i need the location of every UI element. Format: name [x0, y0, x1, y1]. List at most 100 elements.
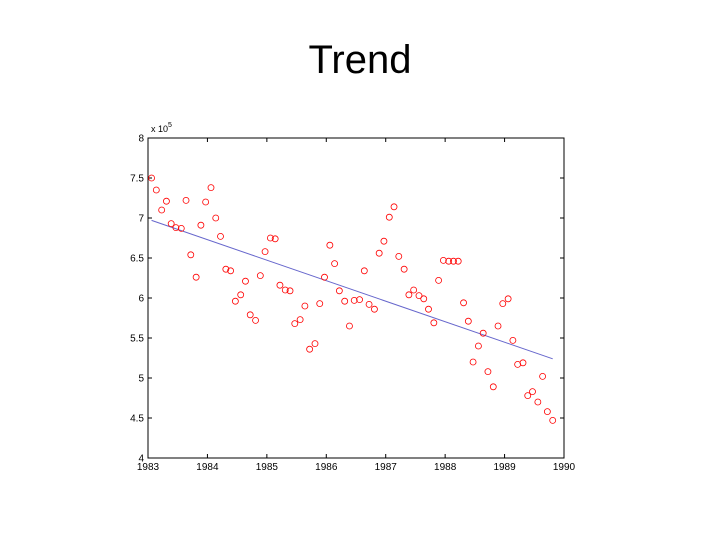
- data-point: [281, 286, 289, 294]
- data-point: [246, 311, 254, 319]
- data-point: [484, 368, 492, 376]
- data-point: [460, 299, 467, 307]
- y-tick-label: 5: [138, 374, 144, 385]
- y-tick-label: 7.5: [130, 174, 144, 185]
- trend-line-series: [151, 219, 553, 360]
- data-point: [177, 224, 185, 232]
- data-point: [475, 342, 482, 350]
- slide-title: Trend: [308, 38, 412, 82]
- data-point: [158, 206, 166, 214]
- data-point: [306, 345, 314, 353]
- data-point: [534, 398, 542, 406]
- data-point: [346, 322, 353, 330]
- y-tick-label: 8: [138, 134, 144, 145]
- data-point: [227, 267, 235, 275]
- data-point: [256, 272, 264, 280]
- data-point: [509, 336, 517, 344]
- data-point: [187, 251, 195, 259]
- y-tick-label: 4.5: [130, 414, 144, 425]
- data-point: [385, 213, 393, 221]
- data-point: [301, 302, 309, 310]
- data-point: [350, 296, 358, 304]
- data-point: [454, 257, 462, 265]
- data-point: [499, 300, 507, 308]
- x-tick-label: 1986: [315, 462, 338, 473]
- data-point: [172, 224, 180, 232]
- x-tick-label: 1990: [553, 462, 576, 473]
- data-point: [415, 292, 423, 300]
- data-point: [375, 249, 383, 257]
- data-point: [445, 257, 453, 265]
- data-point: [192, 273, 200, 281]
- y-tick-label: 4: [138, 454, 144, 465]
- data-point: [380, 237, 388, 245]
- y-tick-label: 6: [138, 294, 144, 305]
- data-point: [494, 322, 502, 330]
- data-point: [395, 252, 403, 260]
- data-point: [163, 197, 170, 205]
- x-tick-label: 1984: [196, 462, 219, 473]
- data-point: [390, 203, 398, 211]
- data-point: [489, 383, 497, 391]
- data-point: [356, 296, 363, 304]
- y-tick-label: 6.5: [130, 254, 144, 265]
- data-point: [335, 287, 343, 295]
- data-point: [276, 281, 284, 289]
- data-point: [271, 235, 279, 243]
- data-point: [435, 276, 443, 284]
- data-point: [311, 340, 319, 348]
- data-point: [529, 388, 536, 396]
- x-axis: 1983 1984 1985 1986 1987 1988 1989 1990: [137, 138, 576, 473]
- y-tick-label: 7: [138, 214, 144, 225]
- y-axis: 4 4.5 5 5.5 6 6.5 7 7.5 8: [130, 134, 564, 465]
- data-point: [167, 220, 175, 228]
- data-point: [202, 198, 210, 206]
- data-point: [261, 248, 269, 256]
- data-point: [360, 267, 368, 275]
- data-point: [296, 316, 304, 324]
- data-point: [519, 359, 527, 367]
- data-point: [549, 416, 557, 424]
- data-point: [231, 297, 239, 305]
- data-point: [365, 300, 373, 308]
- data-point: [331, 260, 339, 268]
- data-point: [371, 305, 378, 313]
- data-point: [217, 232, 224, 240]
- x-tick-label: 1988: [434, 462, 457, 473]
- data-point: [212, 214, 220, 222]
- data-point: [469, 358, 477, 366]
- data-point: [504, 295, 512, 303]
- data-point: [316, 300, 324, 308]
- data-point: [222, 265, 230, 273]
- data-point: [439, 256, 447, 264]
- trend-line: [151, 219, 553, 360]
- data-point: [464, 317, 472, 325]
- data-point: [524, 392, 532, 400]
- data-point: [197, 221, 205, 229]
- x-tick-label: 1983: [137, 462, 160, 473]
- data-point: [286, 287, 294, 295]
- data-point: [326, 241, 334, 249]
- data-point: [420, 295, 428, 303]
- scatter-series: [148, 174, 557, 424]
- data-point: [425, 305, 432, 313]
- data-point: [152, 186, 160, 194]
- data-point: [148, 174, 155, 182]
- data-point: [405, 291, 413, 299]
- x-tick-label: 1989: [493, 462, 516, 473]
- y-tick-label: 5.5: [130, 334, 144, 345]
- data-point: [321, 273, 328, 281]
- data-point: [400, 265, 408, 273]
- data-point: [291, 320, 299, 328]
- data-point: [479, 329, 487, 337]
- data-point: [539, 372, 547, 380]
- data-point: [237, 291, 245, 299]
- x-tick-label: 1985: [256, 462, 279, 473]
- data-point: [207, 184, 215, 192]
- data-point: [543, 408, 551, 416]
- data-point: [410, 286, 418, 294]
- data-point: [341, 297, 349, 305]
- x-tick-label: 1987: [375, 462, 398, 473]
- data-point: [252, 316, 259, 324]
